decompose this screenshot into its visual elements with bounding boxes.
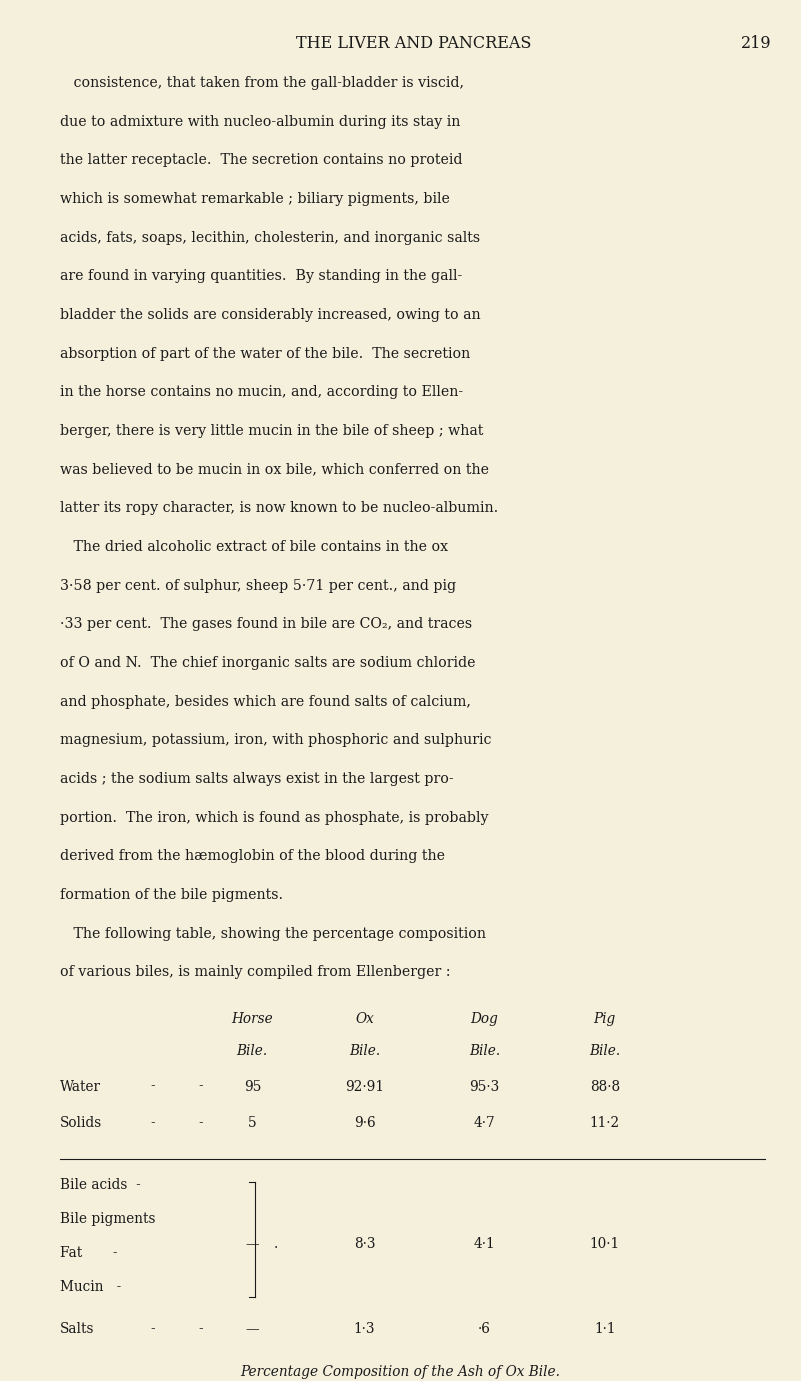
Text: 88·8: 88·8 — [590, 1080, 620, 1094]
Text: Percentage Composition of the Ash of Ox Bile.: Percentage Composition of the Ash of Ox … — [240, 1364, 561, 1378]
Text: bladder the solids are considerably increased, owing to an: bladder the solids are considerably incr… — [60, 308, 481, 322]
Text: Bile pigments: Bile pigments — [60, 1213, 155, 1226]
Text: berger, there is very little mucin in the bile of sheep ; what: berger, there is very little mucin in th… — [60, 424, 484, 438]
Text: -: - — [198, 1080, 203, 1094]
Text: -: - — [198, 1116, 203, 1130]
Text: latter its ropy character, is now known to be nucleo-albumin.: latter its ropy character, is now known … — [60, 501, 498, 515]
Text: Bile.: Bile. — [469, 1044, 501, 1058]
Text: magnesium, potassium, iron, with phosphoric and sulphuric: magnesium, potassium, iron, with phospho… — [60, 733, 492, 747]
Text: 8·3: 8·3 — [354, 1237, 375, 1251]
Text: Pig: Pig — [594, 1012, 616, 1026]
Text: 95·3: 95·3 — [469, 1080, 500, 1094]
Text: derived from the hæmoglobin of the blood during the: derived from the hæmoglobin of the blood… — [60, 849, 445, 863]
Text: Horse: Horse — [231, 1012, 273, 1026]
Text: ·6: ·6 — [478, 1322, 491, 1337]
Text: 1·3: 1·3 — [354, 1322, 375, 1337]
Text: Solids: Solids — [60, 1116, 103, 1130]
Text: 9·6: 9·6 — [354, 1116, 375, 1130]
Text: 11·2: 11·2 — [590, 1116, 620, 1130]
Text: formation of the bile pigments.: formation of the bile pigments. — [60, 888, 284, 902]
Text: of various biles, is mainly compiled from Ellenberger :: of various biles, is mainly compiled fro… — [60, 965, 451, 979]
Text: -: - — [150, 1080, 155, 1094]
Text: Fat       -: Fat - — [60, 1246, 118, 1259]
Text: Mucin   -: Mucin - — [60, 1280, 121, 1294]
Text: Bile acids  -: Bile acids - — [60, 1178, 141, 1192]
Text: consistence, that taken from the gall-bladder is viscid,: consistence, that taken from the gall-bl… — [60, 76, 464, 90]
Text: 3·58 per cent. of sulphur, sheep 5·71 per cent., and pig: 3·58 per cent. of sulphur, sheep 5·71 pe… — [60, 579, 457, 592]
Text: -: - — [198, 1322, 203, 1337]
Text: .: . — [274, 1237, 279, 1251]
Text: 10·1: 10·1 — [590, 1237, 620, 1251]
Text: The following table, showing the percentage composition: The following table, showing the percent… — [60, 927, 486, 940]
Text: -: - — [150, 1116, 155, 1130]
Text: in the horse contains no mucin, and, according to Ellen-: in the horse contains no mucin, and, acc… — [60, 385, 463, 399]
Text: Dog: Dog — [471, 1012, 498, 1026]
Text: 1·1: 1·1 — [594, 1322, 615, 1337]
Text: absorption of part of the water of the bile.  The secretion: absorption of part of the water of the b… — [60, 347, 470, 360]
Text: Bile.: Bile. — [348, 1044, 380, 1058]
Text: acids ; the sodium salts always exist in the largest pro-: acids ; the sodium salts always exist in… — [60, 772, 453, 786]
Text: 95: 95 — [244, 1080, 261, 1094]
Text: Water: Water — [60, 1080, 101, 1094]
Text: Bile.: Bile. — [236, 1044, 268, 1058]
Text: portion.  The iron, which is found as phosphate, is probably: portion. The iron, which is found as pho… — [60, 811, 489, 824]
Text: Bile.: Bile. — [589, 1044, 621, 1058]
Text: —: — — [245, 1322, 260, 1337]
Text: Ox: Ox — [355, 1012, 374, 1026]
Text: of O and N.  The chief inorganic salts are sodium chloride: of O and N. The chief inorganic salts ar… — [60, 656, 476, 670]
Text: acids, fats, soaps, lecithin, cholesterin, and inorganic salts: acids, fats, soaps, lecithin, cholesteri… — [60, 231, 481, 244]
Text: was believed to be mucin in ox bile, which conferred on the: was believed to be mucin in ox bile, whi… — [60, 463, 489, 476]
Text: 219: 219 — [741, 35, 771, 51]
Text: 92·91: 92·91 — [345, 1080, 384, 1094]
Text: ·33 per cent.  The gases found in bile are CO₂, and traces: ·33 per cent. The gases found in bile ar… — [60, 617, 473, 631]
Text: 4·7: 4·7 — [474, 1116, 495, 1130]
Text: which is somewhat remarkable ; biliary pigments, bile: which is somewhat remarkable ; biliary p… — [60, 192, 450, 206]
Text: —: — — [245, 1237, 260, 1251]
Text: 5: 5 — [248, 1116, 256, 1130]
Text: 4·1: 4·1 — [474, 1237, 495, 1251]
Text: THE LIVER AND PANCREAS: THE LIVER AND PANCREAS — [296, 35, 532, 51]
Text: are found in varying quantities.  By standing in the gall-: are found in varying quantities. By stan… — [60, 269, 462, 283]
Text: the latter receptacle.  The secretion contains no proteid: the latter receptacle. The secretion con… — [60, 153, 462, 167]
Text: -: - — [150, 1322, 155, 1337]
Text: and phosphate, besides which are found salts of calcium,: and phosphate, besides which are found s… — [60, 695, 471, 708]
Text: The dried alcoholic extract of bile contains in the ox: The dried alcoholic extract of bile cont… — [60, 540, 449, 554]
Text: Salts: Salts — [60, 1322, 95, 1337]
Text: due to admixture with nucleo-albumin during its stay in: due to admixture with nucleo-albumin dur… — [60, 115, 461, 128]
